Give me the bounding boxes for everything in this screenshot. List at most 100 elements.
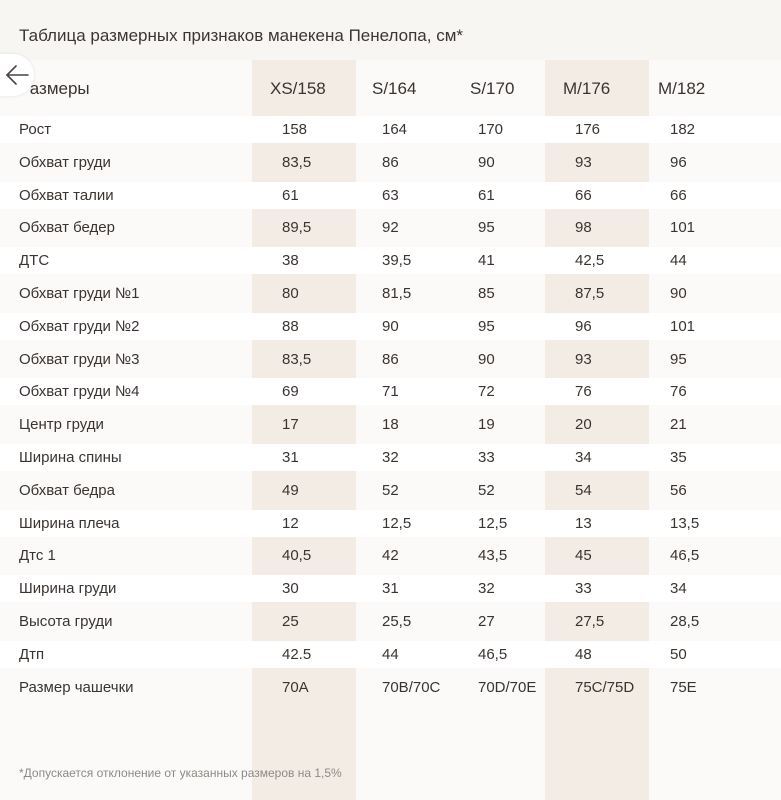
table-cell: 95 — [478, 219, 495, 237]
table-cell: 81,5 — [382, 285, 412, 302]
header-size-0: XS/158 — [270, 79, 326, 98]
table-cell: 76 — [670, 383, 687, 401]
arrow-left-icon — [6, 65, 29, 85]
table-cell: 12,5 — [382, 514, 412, 532]
table-cell: 32 — [382, 449, 399, 466]
table-cell: 72 — [478, 383, 495, 401]
table-cell: 31 — [282, 449, 299, 466]
table-cell: 49 — [282, 481, 299, 499]
table-cell: 20 — [575, 416, 592, 434]
table-cell: 28,5 — [670, 613, 700, 630]
table-cell: 90 — [670, 285, 687, 302]
table-cell: 21 — [670, 416, 687, 434]
table-cell: 38 — [282, 252, 299, 270]
table-cell: 95 — [670, 350, 687, 368]
row-label: Обхват груди — [19, 153, 111, 171]
table-cell: 46,5 — [478, 645, 508, 663]
table-cell: 83,5 — [282, 153, 312, 171]
table-cell: 52 — [478, 481, 495, 499]
table-cell: 101 — [670, 219, 696, 237]
row-label: Ширина плеча — [19, 514, 120, 532]
table-cell: 33 — [575, 580, 592, 598]
row-band — [0, 116, 781, 143]
table-cell: 70B/70C — [382, 678, 441, 696]
table-cell: 46,5 — [670, 547, 700, 565]
row-label: Рост — [19, 121, 52, 138]
table-cell: 96 — [575, 317, 592, 335]
table-cell: 85 — [478, 285, 495, 302]
table-cell: 86 — [382, 350, 399, 368]
header-size-1: S/164 — [372, 79, 417, 98]
row-label: Размер чашечки — [19, 678, 134, 696]
row-band — [0, 640, 781, 668]
footnote: *Допускается отклонение от указанных раз… — [19, 766, 342, 780]
row-label: Обхват груди №2 — [19, 317, 140, 335]
row-label: Обхват груди №3 — [19, 350, 140, 368]
row-band — [0, 509, 781, 537]
table-cell: 54 — [575, 481, 592, 499]
row-label: Ширина груди — [19, 580, 117, 598]
row-band — [0, 247, 781, 275]
row-band — [0, 575, 781, 603]
table-cell: 63 — [382, 186, 399, 204]
table-cell: 70A — [282, 678, 309, 696]
table-cell: 90 — [478, 350, 495, 368]
table-cell: 61 — [478, 186, 495, 204]
table-cell: 44 — [382, 645, 399, 663]
table-cell: 66 — [575, 186, 592, 204]
row-band — [0, 378, 781, 406]
table-cell: 17 — [282, 416, 299, 434]
row-label: Обхват талии — [19, 186, 114, 204]
table-cell: 42 — [382, 547, 399, 565]
table-cell: 70D/70E — [478, 678, 537, 696]
table-cell: 182 — [670, 121, 696, 138]
table-cell: 25,5 — [382, 613, 412, 630]
row-label: Ширина спины — [19, 449, 122, 466]
table-cell: 44 — [670, 252, 687, 270]
table-cell: 87,5 — [575, 285, 605, 302]
table-cell: 90 — [478, 153, 495, 171]
table-cell: 33 — [478, 449, 495, 466]
table-cell: 75E — [670, 678, 697, 696]
row-label: Обхват груди №1 — [19, 285, 140, 302]
table-cell: 93 — [575, 153, 592, 171]
row-label: Высота груди — [19, 613, 113, 630]
table-cell: 88 — [282, 317, 299, 335]
table-cell: 69 — [282, 383, 299, 401]
row-band — [0, 181, 781, 209]
row-band — [0, 312, 781, 340]
table-cell: 41 — [478, 252, 495, 270]
table-cell: 52 — [382, 481, 399, 499]
table-cell: 32 — [478, 580, 495, 598]
table-cell: 56 — [670, 481, 687, 499]
row-label: Дтс 1 — [19, 547, 56, 565]
table-cell: 66 — [670, 186, 687, 204]
page-title: Таблица размерных признаков манекена Пен… — [19, 26, 464, 45]
table-cell: 101 — [670, 317, 696, 335]
table-cell: 95 — [478, 317, 495, 335]
table-cell: 43,5 — [478, 547, 508, 565]
header-label: Размеры — [19, 79, 90, 98]
row-label: Центр груди — [19, 416, 104, 434]
table-cell: 86 — [382, 153, 399, 171]
table-cell: 61 — [282, 186, 299, 204]
table-cell: 18 — [382, 416, 399, 434]
table-cell: 98 — [575, 219, 592, 237]
table-cell: 92 — [382, 219, 399, 237]
table-cell: 80 — [282, 285, 299, 302]
table-cell: 45 — [575, 547, 592, 565]
table-cell: 13,5 — [670, 514, 700, 532]
row-label: Обхват бедер — [19, 219, 115, 237]
table-cell: 83,5 — [282, 350, 312, 368]
table-cell: 13 — [575, 514, 592, 532]
table-cell: 164 — [382, 121, 408, 138]
table-cell: 96 — [670, 153, 687, 171]
back-button[interactable] — [0, 54, 34, 96]
table-cell: 12 — [282, 514, 299, 532]
table-cell: 93 — [575, 350, 592, 368]
header-size-4: M/182 — [658, 79, 706, 98]
table-cell: 27 — [478, 613, 495, 630]
table-cell: 90 — [382, 317, 399, 335]
table-cell: 75C/75D — [575, 678, 635, 696]
header-size-3: M/176 — [563, 79, 611, 98]
